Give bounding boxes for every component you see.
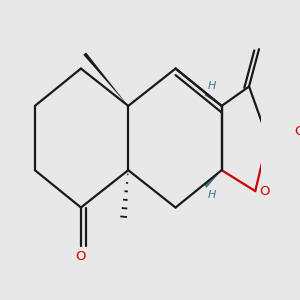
Text: H: H [208, 190, 216, 200]
Polygon shape [204, 170, 222, 188]
Text: H: H [208, 81, 216, 91]
Text: O: O [259, 184, 270, 198]
Text: O: O [76, 250, 86, 263]
Polygon shape [83, 52, 128, 106]
Polygon shape [204, 93, 222, 106]
Text: O: O [294, 125, 300, 138]
